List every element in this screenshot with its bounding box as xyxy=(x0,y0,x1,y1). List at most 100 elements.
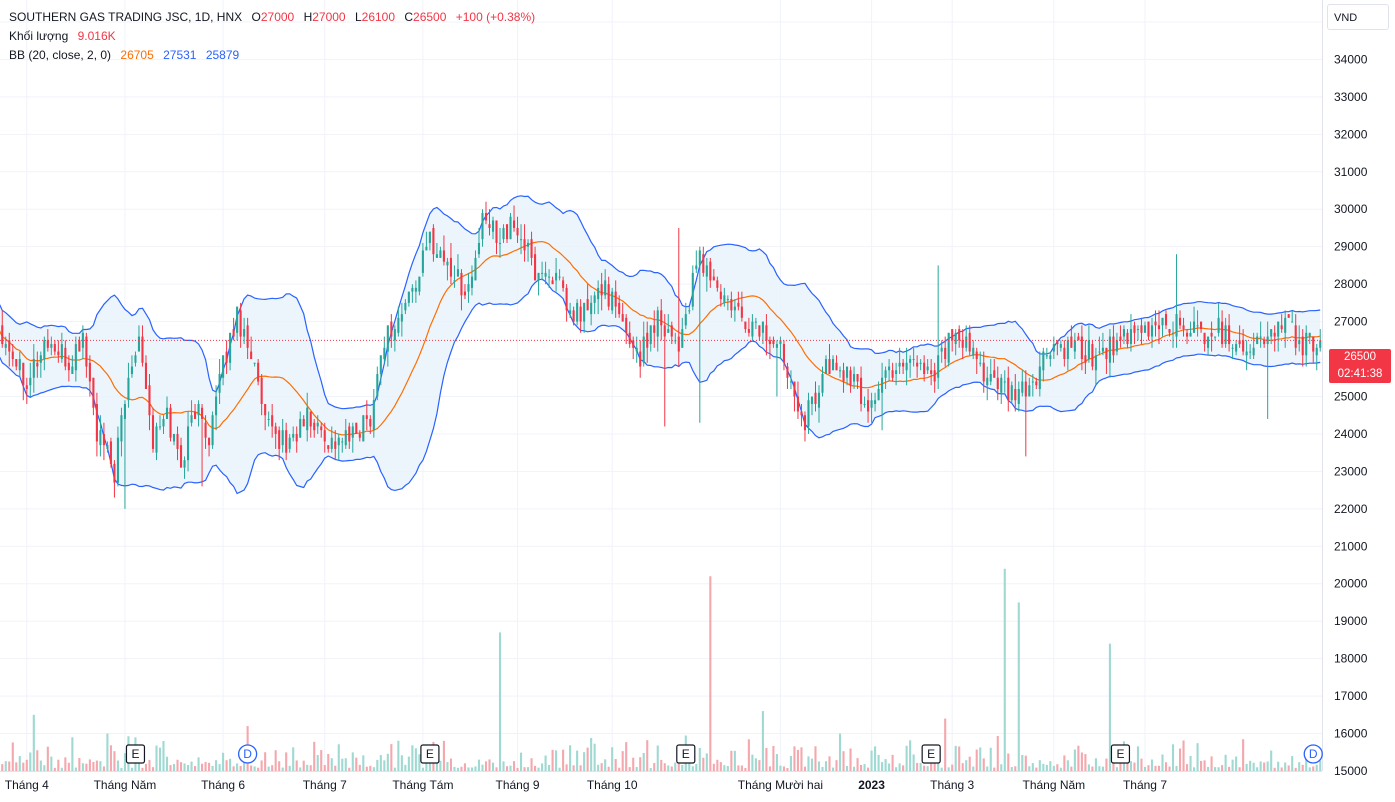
candle-body xyxy=(1112,336,1115,356)
candle-body xyxy=(1101,347,1104,352)
volume-bar xyxy=(726,765,729,771)
candle-body xyxy=(1298,340,1301,345)
candle-body xyxy=(856,374,859,382)
candle-body xyxy=(611,291,614,311)
earnings-marker[interactable] xyxy=(921,744,941,764)
candle-body xyxy=(285,430,288,453)
volume-bar xyxy=(519,752,523,771)
volume-bar xyxy=(828,756,831,771)
volume-bar xyxy=(99,761,102,771)
volume-bar xyxy=(151,767,155,771)
volume-bar xyxy=(719,762,722,771)
volume-bar xyxy=(1028,766,1031,771)
candle-body xyxy=(1277,321,1280,337)
candle-body xyxy=(940,347,943,352)
volume-bar xyxy=(544,755,547,771)
candle-body xyxy=(99,430,102,446)
volume-bar xyxy=(474,766,477,771)
candle-body xyxy=(60,344,63,360)
price-axis[interactable]: 3500034000330003200031000300002900028000… xyxy=(1322,0,1368,778)
volume-bar xyxy=(951,764,954,771)
y-tick-label: 20000 xyxy=(1334,577,1368,591)
candle-body xyxy=(253,362,256,364)
volume-bar xyxy=(646,740,649,771)
earnings-marker[interactable] xyxy=(125,744,146,764)
x-tick-label: Tháng 4 xyxy=(5,778,49,792)
candle-body xyxy=(551,280,554,285)
candle-body xyxy=(4,344,7,348)
volume-bar xyxy=(190,761,193,771)
candle-body xyxy=(1308,332,1311,337)
candle-body xyxy=(414,287,417,292)
dividend-marker[interactable] xyxy=(237,744,258,764)
volume-bar xyxy=(295,760,298,771)
volume-bar xyxy=(747,739,750,771)
candle-body xyxy=(597,287,600,300)
volume-bar xyxy=(463,763,467,771)
candle-body xyxy=(954,332,957,345)
candle-body xyxy=(516,227,519,236)
volume-bar xyxy=(495,767,498,771)
volume-bar xyxy=(1164,762,1168,771)
candle-body xyxy=(36,362,39,367)
candle-body xyxy=(1294,325,1297,348)
volume-bar xyxy=(1273,767,1276,771)
volume-bar xyxy=(958,746,961,771)
volume-bar xyxy=(390,744,393,771)
candle-body xyxy=(71,366,74,375)
candle-body xyxy=(334,441,337,449)
volume-bar xyxy=(923,765,926,771)
earnings-marker[interactable] xyxy=(1110,744,1131,764)
volume-bar xyxy=(1105,758,1108,771)
candle-body xyxy=(845,366,849,378)
volume-bar xyxy=(456,767,459,771)
candle-body xyxy=(439,250,442,258)
earnings-marker[interactable] xyxy=(420,744,440,764)
volume-bar xyxy=(912,754,915,771)
volume-bar xyxy=(590,737,593,771)
candle-body xyxy=(43,340,46,360)
legend-bb-row[interactable]: BB (20, close, 2, 0) 26705 27531 25879 xyxy=(9,46,535,65)
candle-body xyxy=(393,329,396,341)
candle-body xyxy=(176,433,179,449)
candle-body xyxy=(477,242,481,255)
candle-body xyxy=(323,430,326,442)
volume-bar xyxy=(421,767,424,771)
candle-body xyxy=(25,385,28,389)
candle-body xyxy=(127,377,130,401)
countdown-value: 02:41:38 xyxy=(1337,368,1383,380)
volume-bar xyxy=(435,762,438,771)
symbol-title[interactable]: SOUTHERN GAS TRADING JSC, 1D, HNX xyxy=(9,10,243,24)
candle-body xyxy=(411,287,414,292)
volume-bar xyxy=(625,742,628,771)
legend-volume-row[interactable]: Khối lượng 9.016K xyxy=(9,27,535,46)
volume-bar xyxy=(807,756,810,771)
candle-body xyxy=(733,306,736,311)
candle-body xyxy=(558,276,561,278)
volume-bar xyxy=(642,752,645,771)
candle-body xyxy=(57,351,60,356)
candle-body xyxy=(435,254,438,258)
volume-bar xyxy=(1147,765,1150,771)
dividend-marker[interactable] xyxy=(1303,744,1323,764)
candle-body xyxy=(512,220,516,228)
y-tick-label: 22000 xyxy=(1334,502,1368,516)
earnings-marker[interactable] xyxy=(676,744,696,764)
candle-body xyxy=(972,347,975,356)
candle-body xyxy=(719,291,722,300)
volume-bar xyxy=(498,632,502,771)
volume-bar xyxy=(253,766,256,771)
candle-body xyxy=(400,314,403,322)
bb-basis-line xyxy=(0,240,1321,436)
currency-selector[interactable]: VND xyxy=(1327,4,1389,30)
candle-body xyxy=(888,366,891,371)
volume-bar xyxy=(551,749,554,771)
candle-body xyxy=(821,374,824,393)
candle-body xyxy=(1042,351,1045,371)
volume-bar xyxy=(267,766,270,771)
candle-body xyxy=(849,370,852,386)
time-axis[interactable]: Tháng 4 Tháng Năm Tháng 6 Tháng 7 Tháng Tám T… xyxy=(0,771,1322,793)
volume-bar xyxy=(288,765,291,771)
